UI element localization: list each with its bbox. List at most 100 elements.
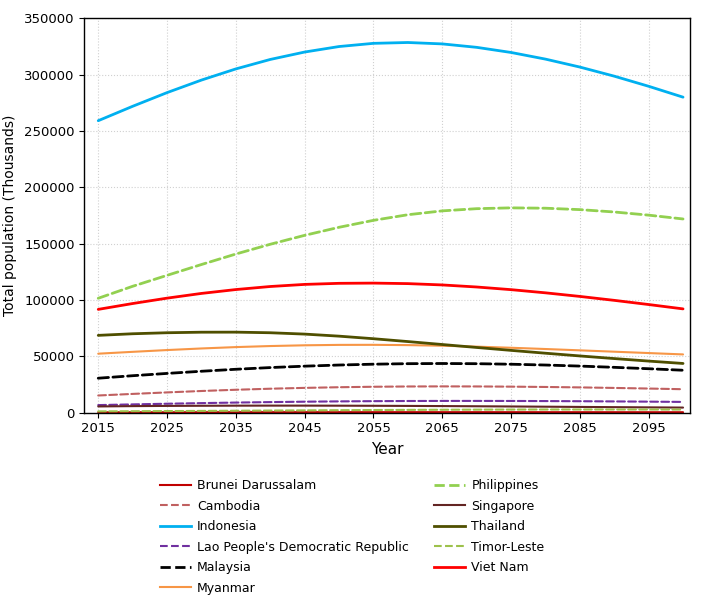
Singapore [266, 402, 275, 409]
Viet Nam [472, 283, 481, 291]
Timor-Leste [472, 406, 481, 413]
Cambodia [679, 385, 687, 393]
Cambodia [507, 383, 515, 390]
Lao People's Democratic Republic [128, 401, 137, 408]
Indonesia [541, 55, 550, 63]
Brunei Darussalam [403, 409, 412, 416]
Myanmar [266, 342, 275, 350]
Viet Nam [335, 280, 344, 287]
Viet Nam [541, 289, 550, 296]
Timor-Leste [541, 406, 550, 413]
Lao People's Democratic Republic [679, 398, 687, 405]
Thailand [403, 338, 412, 345]
Line: Timor-Leste: Timor-Leste [99, 410, 683, 412]
Viet Nam [197, 290, 206, 297]
Viet Nam [163, 294, 171, 302]
Timor-Leste [266, 407, 275, 414]
Viet Nam [94, 306, 103, 313]
Indonesia [679, 93, 687, 101]
Philippines [232, 251, 240, 258]
Indonesia [644, 83, 653, 90]
Indonesia [197, 76, 206, 84]
Cambodia [472, 383, 481, 390]
Brunei Darussalam [163, 409, 171, 416]
Viet Nam [644, 301, 653, 308]
Indonesia [369, 39, 377, 47]
Myanmar [610, 348, 618, 355]
Malaysia [369, 361, 377, 368]
Viet Nam [576, 293, 584, 300]
Lao People's Democratic Republic [266, 398, 275, 405]
Philippines [301, 232, 309, 239]
Philippines [679, 215, 687, 223]
Line: Cambodia: Cambodia [99, 387, 683, 396]
Thailand [266, 329, 275, 336]
Cambodia [94, 392, 103, 399]
Malaysia [232, 365, 240, 373]
Line: Myanmar: Myanmar [99, 345, 683, 354]
Thailand [644, 358, 653, 365]
Indonesia [438, 40, 446, 47]
Line: Malaysia: Malaysia [99, 364, 683, 378]
Singapore [232, 402, 240, 409]
Thailand [438, 341, 446, 348]
Timor-Leste [94, 408, 103, 415]
Myanmar [163, 347, 171, 354]
Thailand [163, 329, 171, 336]
Cambodia [644, 385, 653, 392]
Malaysia [128, 372, 137, 379]
Singapore [403, 402, 412, 410]
Singapore [163, 402, 171, 410]
Brunei Darussalam [301, 409, 309, 416]
Timor-Leste [610, 406, 618, 413]
Cambodia [128, 390, 137, 398]
Brunei Darussalam [610, 409, 618, 416]
Lao People's Democratic Republic [94, 401, 103, 409]
Indonesia [335, 43, 344, 50]
Indonesia [128, 103, 137, 110]
Brunei Darussalam [472, 409, 481, 416]
Brunei Darussalam [507, 409, 515, 416]
Myanmar [197, 345, 206, 352]
Timor-Leste [644, 406, 653, 413]
Philippines [335, 223, 344, 231]
Singapore [369, 402, 377, 410]
Philippines [507, 204, 515, 211]
Philippines [128, 283, 137, 290]
Thailand [335, 333, 344, 340]
Timor-Leste [679, 406, 687, 413]
Malaysia [266, 364, 275, 371]
Cambodia [163, 388, 171, 396]
Philippines [403, 211, 412, 219]
Cambodia [541, 384, 550, 391]
Myanmar [232, 344, 240, 351]
Brunei Darussalam [266, 409, 275, 416]
Malaysia [301, 362, 309, 370]
Indonesia [94, 117, 103, 124]
Timor-Leste [438, 406, 446, 413]
Thailand [610, 355, 618, 362]
Viet Nam [403, 280, 412, 287]
Philippines [94, 294, 103, 302]
Viet Nam [610, 297, 618, 304]
Lao People's Democratic Republic [644, 398, 653, 405]
Timor-Leste [507, 406, 515, 413]
Thailand [301, 330, 309, 337]
Singapore [507, 403, 515, 410]
Singapore [438, 402, 446, 410]
Malaysia [541, 361, 550, 368]
Lao People's Democratic Republic [335, 398, 344, 405]
Philippines [438, 207, 446, 214]
Viet Nam [679, 305, 687, 313]
Indonesia [232, 66, 240, 73]
Cambodia [438, 383, 446, 390]
Viet Nam [266, 283, 275, 290]
Myanmar [301, 342, 309, 349]
Philippines [163, 272, 171, 279]
Timor-Leste [197, 407, 206, 415]
Brunei Darussalam [128, 409, 137, 416]
Timor-Leste [335, 407, 344, 414]
Brunei Darussalam [335, 409, 344, 416]
Myanmar [369, 341, 377, 348]
Malaysia [335, 361, 344, 368]
